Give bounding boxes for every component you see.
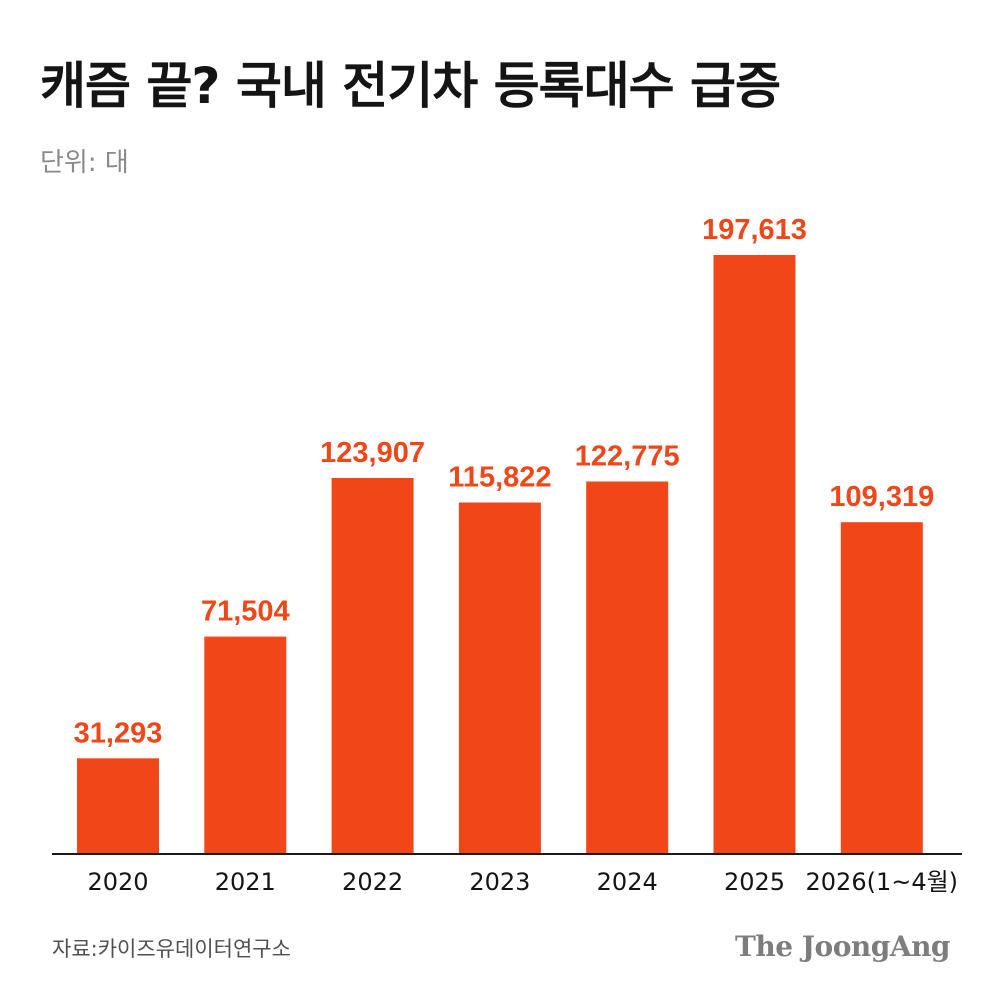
bar [458,502,541,853]
unit-label: 단위: 대 [40,148,129,178]
bar [77,758,159,853]
source-note: 자료:카이즈유데이터연구소 [52,937,291,961]
x-tick-label: 2021 [215,868,276,896]
bar-value-label: 71,504 [201,596,290,628]
bar [204,636,287,853]
bar-value-label: 109,319 [829,481,934,513]
bar-value-label: 123,907 [320,437,425,469]
brand-logo: The JoongAng [735,930,950,963]
bar-value-label: 115,822 [448,462,551,494]
bar [586,481,669,853]
x-tick-label: 2024 [597,868,658,896]
bar [840,522,923,853]
x-tick-label: 2020 [87,868,148,896]
bar-value-label: 31,293 [74,717,163,749]
x-tick-label: 2023 [469,868,530,896]
x-tick-label: 2022 [342,868,403,896]
chart-title: 캐즘 끝? 국내 전기차 등록대수 급증 [40,57,781,115]
bar [331,478,414,853]
x-tick-label: 2025 [724,868,785,896]
bar-value-label: 122,775 [575,441,680,473]
x-tick-label: 2026(1~4월) [806,868,959,896]
bar-value-label: 197,613 [702,214,807,246]
bar [713,255,796,853]
